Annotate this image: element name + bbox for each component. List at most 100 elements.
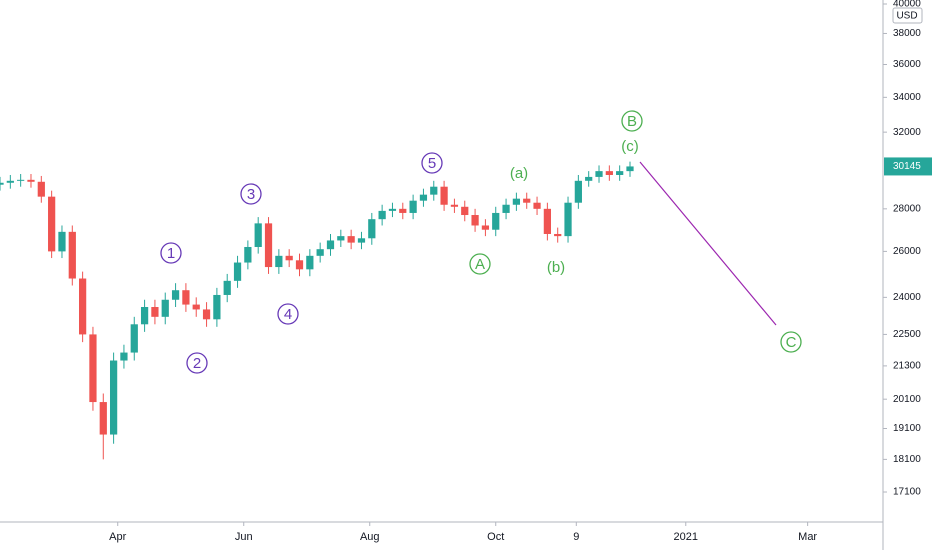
wave-circle (621, 110, 643, 132)
candle-body (523, 198, 531, 203)
last-price-box (884, 157, 932, 176)
candle-body (326, 240, 335, 250)
candle-body (233, 262, 242, 281)
y-tick-label: 38000 (893, 28, 921, 39)
x-tick-label: Aug (360, 531, 380, 543)
candle-body (202, 309, 211, 320)
wave-label: 5 (428, 155, 436, 172)
wave-label: (b) (547, 259, 565, 276)
candle-body (68, 231, 76, 279)
candle-body (585, 176, 593, 181)
y-tick-label: 20100 (893, 394, 921, 405)
candle-body (357, 238, 366, 243)
y-tick-label: 40000 (893, 0, 921, 10)
wave-circle (186, 352, 208, 374)
candle-body (502, 204, 510, 213)
x-tick-label: 9 (573, 531, 579, 543)
candle-body (99, 402, 107, 435)
candle-body (347, 236, 355, 243)
x-tick-label: Apr (109, 531, 126, 543)
candle-body (182, 290, 190, 305)
x-tick-label: Oct (487, 531, 504, 543)
candle-body (140, 307, 149, 325)
wave-label: 3 (247, 186, 255, 203)
candle-body (378, 210, 386, 220)
y-tick-label: 17100 (893, 487, 921, 498)
candle-body (295, 260, 304, 270)
candle-body (27, 179, 35, 182)
wave-circle (160, 242, 182, 264)
candle-body (409, 200, 417, 213)
y-tick-label: 36000 (893, 59, 921, 70)
candle-body (564, 202, 572, 237)
wave-label: 4 (284, 306, 292, 323)
wave-label: C (786, 334, 797, 351)
wave-label: (c) (621, 138, 639, 155)
candle-body (264, 223, 273, 268)
candle-body (461, 206, 469, 216)
y-tick-label: 21300 (893, 361, 921, 372)
wave-label: A (475, 256, 485, 273)
candle-body (213, 294, 221, 320)
candle-body (58, 231, 66, 252)
candle-body (89, 334, 97, 403)
candle-body (440, 186, 448, 205)
x-tick-label: Mar (798, 531, 817, 543)
candle-body (492, 212, 500, 230)
candle-body (616, 171, 624, 175)
wave-circle (469, 253, 491, 275)
candle-body (388, 208, 397, 211)
candle-body (130, 324, 138, 353)
projection-line (639, 161, 777, 326)
candle-body (17, 179, 25, 181)
candle-body (244, 246, 252, 263)
candle-body (533, 202, 541, 209)
y-tick-label: 19100 (893, 423, 921, 434)
candle-body (605, 171, 613, 175)
candle-body (512, 198, 521, 205)
wave-circle (780, 331, 802, 353)
candle-body (595, 171, 603, 177)
candle-body (554, 233, 562, 237)
y-tick-label: 26000 (893, 246, 921, 257)
wave-labels: 1 2 3 4 5 A B C (a) (b) (c) (160, 110, 802, 374)
candle-body (151, 307, 159, 317)
y-tick-label: 34000 (893, 92, 921, 103)
candle-body (223, 280, 231, 295)
candle-body (306, 255, 314, 270)
candle-body (399, 208, 407, 213)
y-tick-label: 18100 (893, 454, 921, 465)
candle-body (6, 180, 14, 183)
y-tick-label: 32000 (893, 127, 921, 138)
candle-body (481, 225, 490, 230)
candle-body (419, 194, 428, 201)
candle-body (430, 186, 438, 195)
currency-box (892, 7, 923, 24)
x-tick-label: Jun (235, 531, 253, 543)
candle-body (120, 352, 128, 361)
candle-body (543, 208, 551, 234)
candle-body (337, 236, 345, 241)
y-tick-label: 24000 (893, 292, 921, 303)
candle-body (161, 299, 169, 317)
candle-body (285, 255, 293, 261)
candle-body (275, 255, 283, 268)
candle-body (192, 304, 200, 310)
y-tick-label: 22500 (893, 329, 921, 340)
candle-body (79, 278, 87, 335)
candle-body (171, 290, 180, 300)
candle-body (471, 215, 479, 226)
candle-body (368, 219, 376, 239)
wave-label: 2 (193, 355, 201, 372)
wave-label: (a) (510, 165, 528, 182)
x-tick-label: 2021 (674, 531, 698, 543)
candle-body (626, 166, 634, 172)
candle-body (254, 223, 262, 247)
last-price-label: 30145 (893, 161, 921, 172)
candle-body (48, 196, 56, 252)
wave-circle (240, 183, 262, 205)
currency-label: USD (896, 11, 917, 22)
candle-body (316, 249, 324, 256)
